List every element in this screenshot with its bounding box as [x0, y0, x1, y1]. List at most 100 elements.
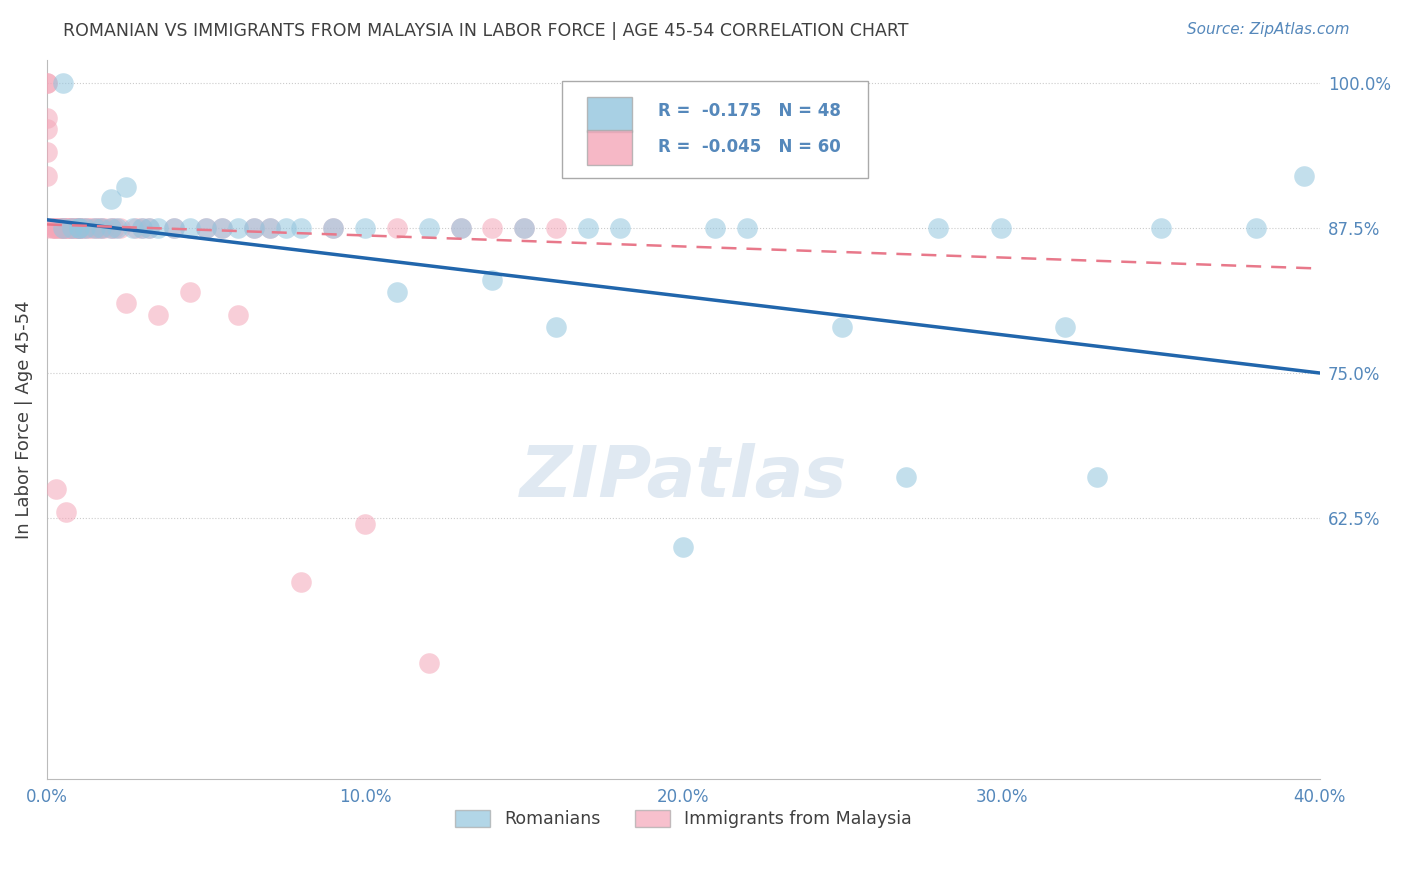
- Point: [80, 221, 103, 235]
- Point: [418, 221, 440, 235]
- Point: [322, 221, 344, 235]
- Point: [105, 221, 128, 235]
- Point: [322, 221, 344, 235]
- Point: [418, 656, 440, 670]
- Point: [93, 221, 115, 235]
- Point: [77, 221, 100, 235]
- Point: [42, 221, 65, 235]
- Point: [83, 221, 105, 235]
- Point: [35, 76, 58, 90]
- Point: [52, 221, 75, 235]
- Point: [1372, 221, 1395, 235]
- Point: [163, 221, 186, 235]
- Point: [148, 308, 170, 322]
- Point: [65, 221, 87, 235]
- Point: [450, 221, 472, 235]
- Point: [609, 221, 631, 235]
- Point: [131, 221, 153, 235]
- Point: [48, 221, 70, 235]
- Point: [513, 221, 536, 235]
- Point: [121, 221, 143, 235]
- Point: [58, 221, 80, 235]
- FancyBboxPatch shape: [562, 81, 868, 178]
- Point: [90, 221, 112, 235]
- Point: [55, 505, 77, 519]
- Point: [1244, 221, 1267, 235]
- Point: [138, 221, 160, 235]
- Point: [115, 296, 138, 310]
- Point: [90, 221, 112, 235]
- Point: [48, 221, 70, 235]
- Point: [148, 221, 170, 235]
- Point: [75, 221, 97, 235]
- Point: [100, 192, 122, 206]
- Point: [42, 221, 65, 235]
- Point: [45, 482, 67, 496]
- Point: [354, 516, 377, 531]
- Point: [55, 221, 77, 235]
- Point: [576, 221, 599, 235]
- Point: [67, 221, 90, 235]
- Point: [67, 221, 90, 235]
- Point: [1085, 470, 1108, 484]
- Point: [1292, 169, 1315, 183]
- FancyBboxPatch shape: [586, 97, 633, 131]
- Text: ZIPatlas: ZIPatlas: [520, 442, 846, 511]
- Point: [87, 221, 110, 235]
- Point: [52, 221, 75, 235]
- Point: [60, 221, 83, 235]
- Point: [226, 308, 249, 322]
- Point: [35, 111, 58, 125]
- Point: [1149, 221, 1171, 235]
- Point: [138, 221, 160, 235]
- Point: [100, 221, 122, 235]
- Text: R =  -0.175   N = 48: R = -0.175 N = 48: [658, 103, 841, 120]
- Point: [544, 221, 567, 235]
- Legend: Romanians, Immigrants from Malaysia: Romanians, Immigrants from Malaysia: [449, 803, 918, 835]
- Point: [52, 221, 75, 235]
- Point: [259, 221, 281, 235]
- Point: [108, 221, 131, 235]
- Point: [195, 221, 218, 235]
- Point: [242, 221, 264, 235]
- Point: [35, 221, 58, 235]
- Point: [75, 221, 97, 235]
- Point: [672, 540, 695, 554]
- Point: [83, 221, 105, 235]
- Point: [179, 221, 201, 235]
- Point: [131, 221, 153, 235]
- Point: [274, 221, 297, 235]
- Point: [242, 221, 264, 235]
- Point: [115, 180, 138, 194]
- Point: [35, 169, 58, 183]
- Point: [735, 221, 758, 235]
- Point: [226, 221, 249, 235]
- Point: [290, 221, 312, 235]
- Point: [65, 221, 87, 235]
- Point: [67, 221, 90, 235]
- Point: [290, 574, 312, 589]
- Point: [704, 221, 727, 235]
- Point: [1054, 319, 1077, 334]
- Point: [211, 221, 233, 235]
- Point: [70, 221, 93, 235]
- Point: [894, 470, 917, 484]
- Point: [35, 76, 58, 90]
- Point: [990, 221, 1012, 235]
- Point: [481, 273, 503, 287]
- Point: [55, 221, 77, 235]
- Point: [35, 122, 58, 136]
- Text: ROMANIAN VS IMMIGRANTS FROM MALAYSIA IN LABOR FORCE | AGE 45-54 CORRELATION CHAR: ROMANIAN VS IMMIGRANTS FROM MALAYSIA IN …: [63, 22, 908, 40]
- Point: [103, 221, 125, 235]
- Point: [45, 221, 67, 235]
- Point: [52, 76, 75, 90]
- Point: [60, 221, 83, 235]
- Point: [831, 319, 853, 334]
- Point: [354, 221, 377, 235]
- Point: [195, 221, 218, 235]
- Point: [450, 221, 472, 235]
- Text: Source: ZipAtlas.com: Source: ZipAtlas.com: [1187, 22, 1350, 37]
- Point: [67, 221, 90, 235]
- Point: [35, 145, 58, 160]
- Point: [58, 221, 80, 235]
